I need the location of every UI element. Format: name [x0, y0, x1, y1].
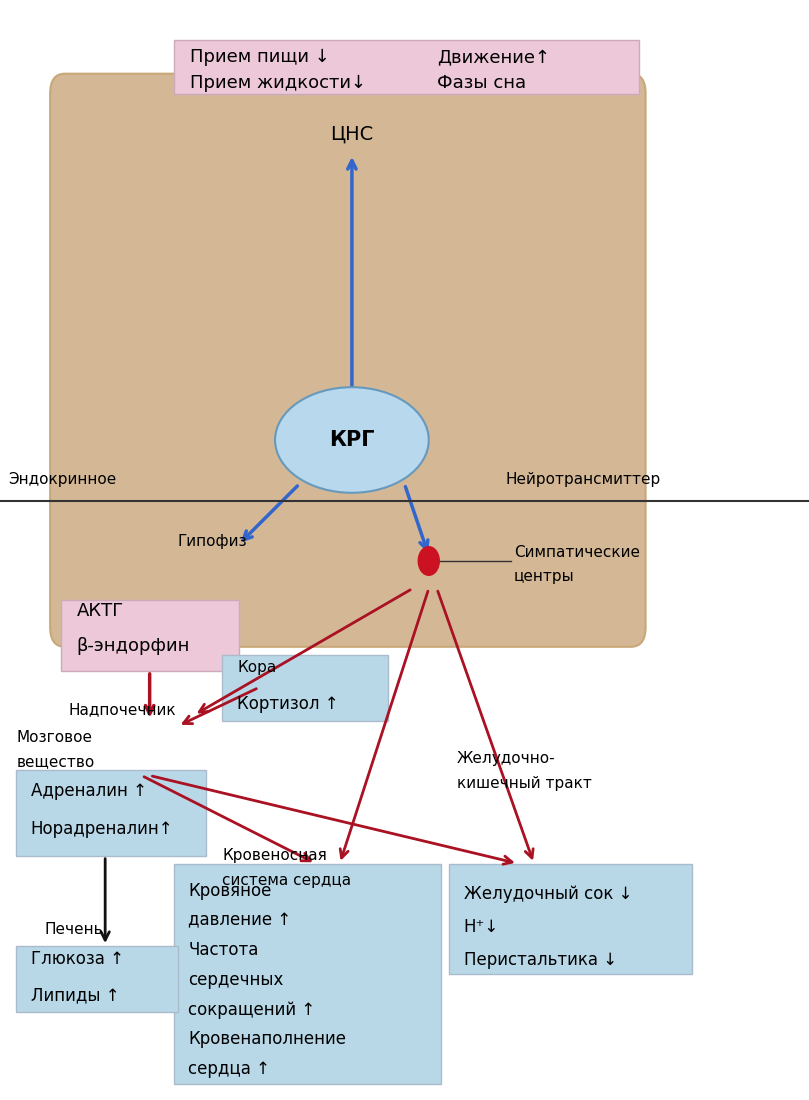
Text: Норадреналин↑: Норадреналин↑ — [31, 821, 173, 838]
Text: Надпочечник: Надпочечник — [69, 702, 176, 717]
Ellipse shape — [275, 387, 429, 493]
Bar — [449, 864, 692, 974]
Bar — [174, 40, 639, 94]
Text: Желудочно-: Желудочно- — [457, 751, 556, 767]
Text: Кровяное: Кровяное — [188, 882, 272, 900]
Text: Адреналин ↑: Адреналин ↑ — [31, 782, 146, 800]
Text: Кора: Кора — [237, 660, 277, 675]
Text: Движение↑: Движение↑ — [437, 48, 550, 66]
Text: H⁺↓: H⁺↓ — [464, 918, 499, 936]
Bar — [16, 770, 206, 856]
Text: Кортизол ↑: Кортизол ↑ — [237, 695, 339, 713]
Text: Фазы сна: Фазы сна — [437, 74, 526, 91]
Text: ЦНС: ЦНС — [330, 124, 374, 144]
Text: β-эндорфин: β-эндорфин — [77, 637, 190, 656]
Text: Печень: Печень — [44, 922, 103, 937]
Text: Мозговое: Мозговое — [16, 729, 92, 745]
Text: система сердца: система сердца — [222, 872, 352, 888]
Text: Гипофиз: Гипофиз — [178, 534, 248, 549]
Text: вещество: вещество — [16, 754, 95, 769]
Text: Желудочный сок ↓: Желудочный сок ↓ — [464, 886, 632, 903]
Text: сокращений ↑: сокращений ↑ — [188, 1001, 316, 1019]
Text: Частота: Частота — [188, 942, 259, 959]
Text: сердечных: сердечных — [188, 971, 284, 989]
FancyBboxPatch shape — [50, 74, 646, 647]
Circle shape — [418, 547, 439, 575]
Text: Эндокринное: Эндокринное — [8, 472, 116, 487]
Text: кишечный тракт: кишечный тракт — [457, 776, 592, 791]
Bar — [16, 946, 178, 1012]
Text: Прием жидкости↓: Прием жидкости↓ — [190, 74, 366, 91]
Text: Глюкоза ↑: Глюкоза ↑ — [31, 950, 124, 968]
Bar — [61, 600, 239, 671]
Text: центры: центры — [514, 569, 574, 584]
Text: Прием пищи ↓: Прием пищи ↓ — [190, 48, 330, 66]
Text: Кровеносная: Кровеносная — [222, 848, 327, 864]
Text: Липиды ↑: Липиды ↑ — [31, 987, 120, 1004]
Text: Симпатические: Симпатические — [514, 544, 640, 560]
Text: АКТГ: АКТГ — [77, 602, 124, 620]
Text: КРГ: КРГ — [329, 430, 375, 450]
Text: Перистальтика ↓: Перистальтика ↓ — [464, 952, 616, 969]
Text: давление ↑: давление ↑ — [188, 912, 292, 930]
Text: сердца ↑: сердца ↑ — [188, 1060, 270, 1078]
Bar — [222, 654, 388, 720]
Bar — [174, 864, 441, 1084]
Text: Кровенаполнение: Кровенаполнение — [188, 1031, 346, 1048]
Text: Нейротрансмиттер: Нейротрансмиттер — [506, 472, 661, 487]
